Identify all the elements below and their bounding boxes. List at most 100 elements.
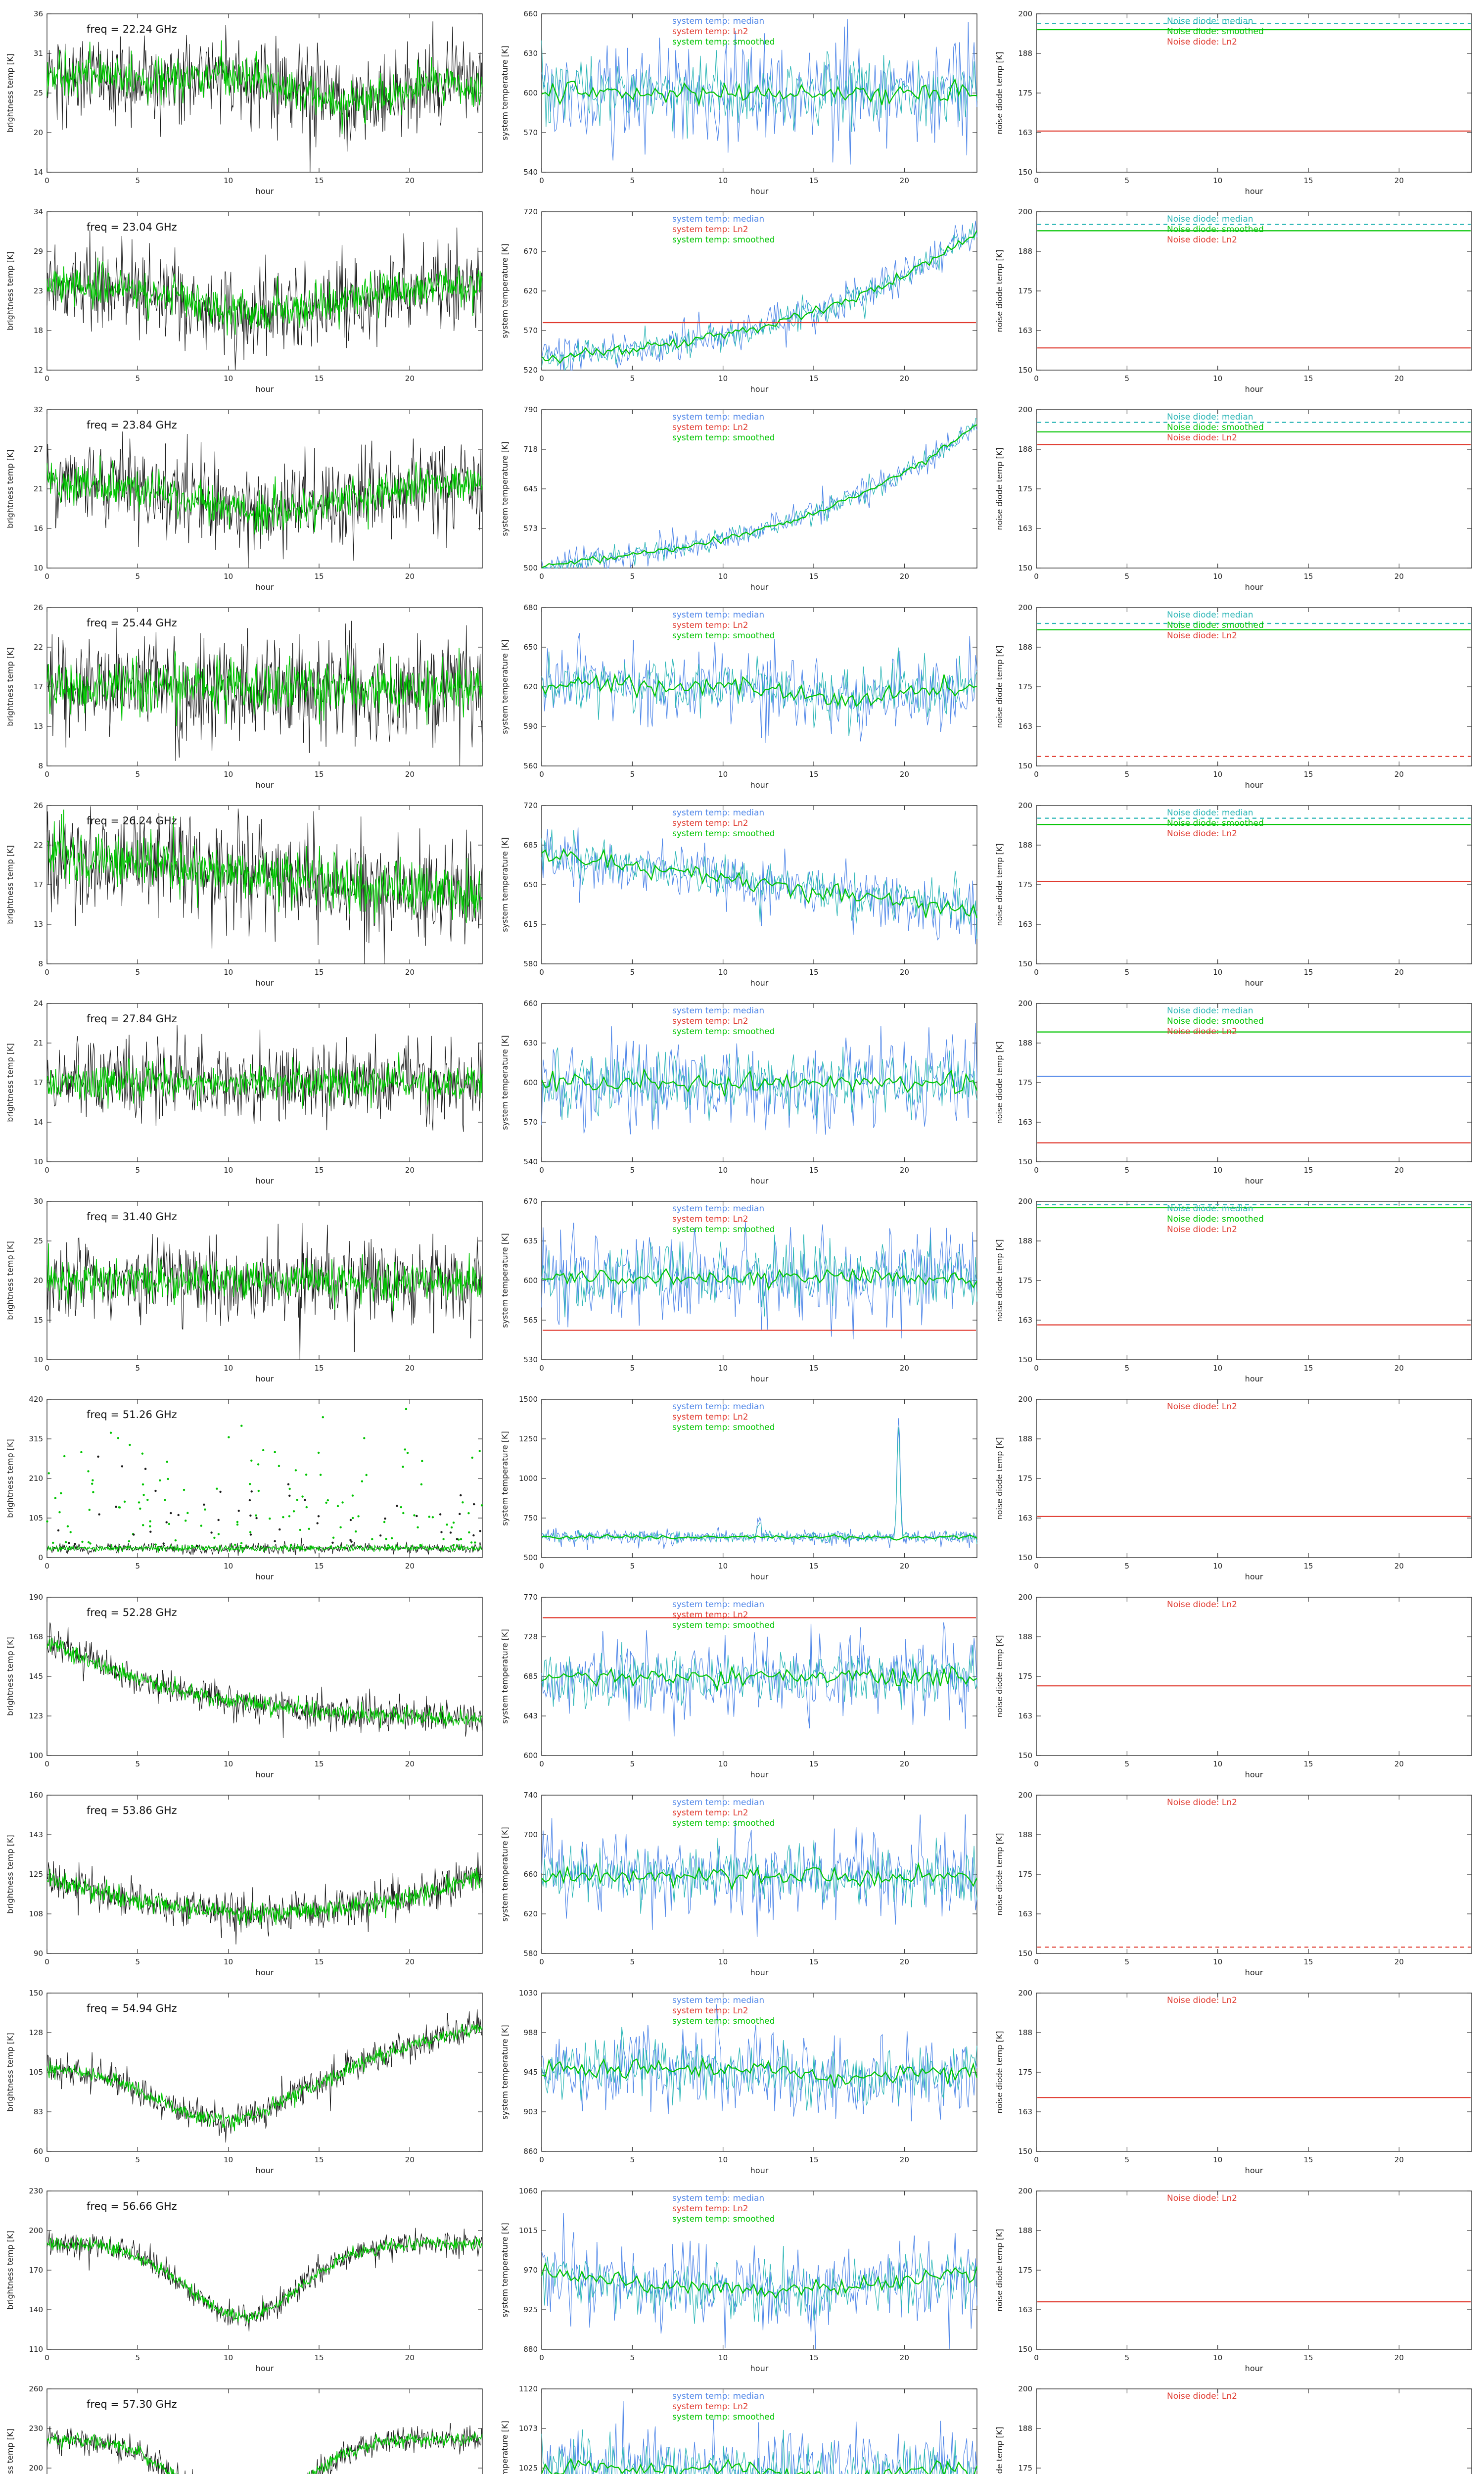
y-axis-label: system temperature [K] [500, 441, 510, 536]
x-tick-label: 5 [136, 1166, 140, 1175]
scatter-point [288, 1515, 291, 1518]
diode-plot-row4: 150 163 175 188 200 0 5 10 15 20 hour noise diode t… [995, 603, 1472, 790]
series-line-green [46, 1243, 483, 1312]
legend-entry: system temp: Ln2 [672, 423, 748, 432]
legend-entry: system temp: median [672, 1996, 764, 2005]
y-tick-label: 125 [29, 1870, 43, 1879]
series-line-green [46, 455, 483, 535]
legend-entry: Noise diode: median [1167, 808, 1253, 818]
y-tick-label: 105 [29, 1514, 43, 1522]
legend-entry: system temp: smoothed [672, 235, 775, 245]
x-tick-label: 10 [224, 2155, 233, 2164]
y-tick-label: 188 [1018, 247, 1032, 256]
x-tick-label: 5 [630, 374, 635, 383]
x-tick-label: 10 [224, 374, 233, 383]
y-tick-label: 200 [1018, 2384, 1032, 2393]
diode-panel-row6: 150 163 175 188 200 0 5 10 15 20 hour noise diode t… [989, 990, 1484, 1188]
x-tick-label: 10 [224, 176, 233, 185]
x-tick-label: 5 [630, 968, 635, 977]
series-line-green [541, 2262, 978, 2299]
scatter-point [289, 1544, 292, 1547]
y-tick-label: 163 [1018, 326, 1032, 335]
series-line-green [541, 424, 977, 569]
y-tick-label: 31 [34, 49, 43, 58]
x-tick-label: 10 [1213, 374, 1222, 383]
legend-entry: system temp: median [672, 412, 764, 422]
y-tick-label: 22 [34, 841, 43, 850]
y-tick-label: 580 [523, 1949, 538, 1958]
scatter-point [384, 1517, 386, 1520]
x-tick-label: 20 [1394, 1957, 1404, 1966]
x-tick-label: 5 [630, 1562, 635, 1570]
x-tick-label: 15 [809, 1760, 818, 1768]
x-tick-label: 15 [314, 2353, 324, 2362]
plot-frame [46, 1993, 483, 2152]
x-tick-label: 0 [45, 770, 49, 779]
y-tick-label: 34 [34, 207, 43, 216]
x-axis-label: hour [750, 1968, 769, 1977]
y-tick-label: 600 [523, 89, 538, 97]
y-tick-label: 22 [34, 643, 43, 652]
x-axis-label: hour [750, 384, 769, 394]
legend-entry: Noise diode: smoothed [1167, 27, 1264, 37]
y-tick-label: 200 [1018, 2187, 1032, 2195]
legend-entry: system temp: Ln2 [672, 818, 748, 828]
scatter-point [478, 1450, 481, 1452]
y-tick-label: 17 [34, 1078, 43, 1087]
x-tick-label: 5 [1125, 770, 1130, 779]
brightness-plot-row9: 100 123 145 168 190 0 5 10 15 20 hour brightness te… [5, 1593, 483, 1779]
brightness-panel-row12: 110 140 170 200 230 0 5 10 15 20 hour brightness te… [0, 2177, 495, 2375]
system-plot-row3: 500 573 645 718 790 0 5 10 15 20 hour system temper… [500, 405, 977, 592]
x-tick-label: 15 [1303, 2353, 1313, 2362]
scatter-point [142, 1494, 145, 1496]
scatter-point [304, 1499, 306, 1501]
y-tick-label: 26 [34, 801, 43, 810]
x-tick-label: 15 [1303, 2155, 1313, 2164]
scatter-point [142, 1524, 144, 1526]
x-tick-label: 15 [314, 1957, 324, 1966]
x-axis-label: hour [256, 1374, 274, 1383]
y-axis-label: noise diode temp [K] [995, 2426, 1004, 2474]
y-tick-label: 175 [1018, 2464, 1032, 2473]
scatter-point [248, 1499, 251, 1502]
y-axis-label: noise diode temp [K] [995, 51, 1004, 134]
legend-entry: Noise diode: smoothed [1167, 620, 1264, 630]
brightness-panel-row5: 8 13 17 22 26 0 5 10 15 20 hour brightness temp [K]… [0, 792, 495, 990]
y-tick-label: 24 [34, 999, 43, 1008]
series-line-green [46, 1543, 483, 1554]
scatter-point [257, 1489, 260, 1492]
legend-entry: system temp: Ln2 [672, 225, 748, 235]
plot-frame [1036, 1795, 1472, 1954]
scatter-point [420, 1483, 423, 1486]
y-axis-label: brightness temp [K] [5, 1637, 15, 1715]
scatter-point [383, 1521, 386, 1523]
x-axis-label: hour [750, 1770, 769, 1779]
scatter-point [255, 1514, 257, 1517]
y-tick-label: 1073 [519, 2424, 538, 2433]
legend-entry: Noise diode: Ln2 [1167, 2193, 1237, 2203]
legend-entry: system temp: median [672, 1204, 764, 1214]
y-tick-label: 20 [34, 1276, 43, 1285]
x-tick-label: 5 [630, 1166, 635, 1175]
x-tick-label: 0 [45, 1364, 49, 1373]
y-tick-label: 110 [29, 2345, 43, 2354]
y-tick-label: 175 [1018, 2266, 1032, 2275]
x-tick-label: 5 [1125, 1562, 1130, 1570]
series-line-green [46, 1637, 483, 1728]
x-tick-label: 15 [1303, 1760, 1313, 1768]
scatter-point [402, 1466, 404, 1468]
scatter-point [452, 1544, 455, 1546]
x-tick-label: 15 [1303, 176, 1313, 185]
series-line-blue [541, 19, 977, 165]
y-tick-label: 988 [523, 2028, 538, 2037]
scatter-point [159, 1479, 161, 1482]
legend-entry: system temp: smoothed [672, 2214, 775, 2224]
scatter-point [257, 1463, 260, 1466]
y-tick-label: 163 [1018, 524, 1032, 533]
x-tick-label: 10 [224, 2353, 233, 2362]
y-tick-label: 0 [38, 1553, 43, 1562]
x-tick-label: 5 [630, 572, 635, 581]
y-axis-label: noise diode temp [K] [995, 249, 1004, 332]
series-line-blue [541, 827, 977, 945]
x-axis-label: hour [1245, 978, 1263, 988]
